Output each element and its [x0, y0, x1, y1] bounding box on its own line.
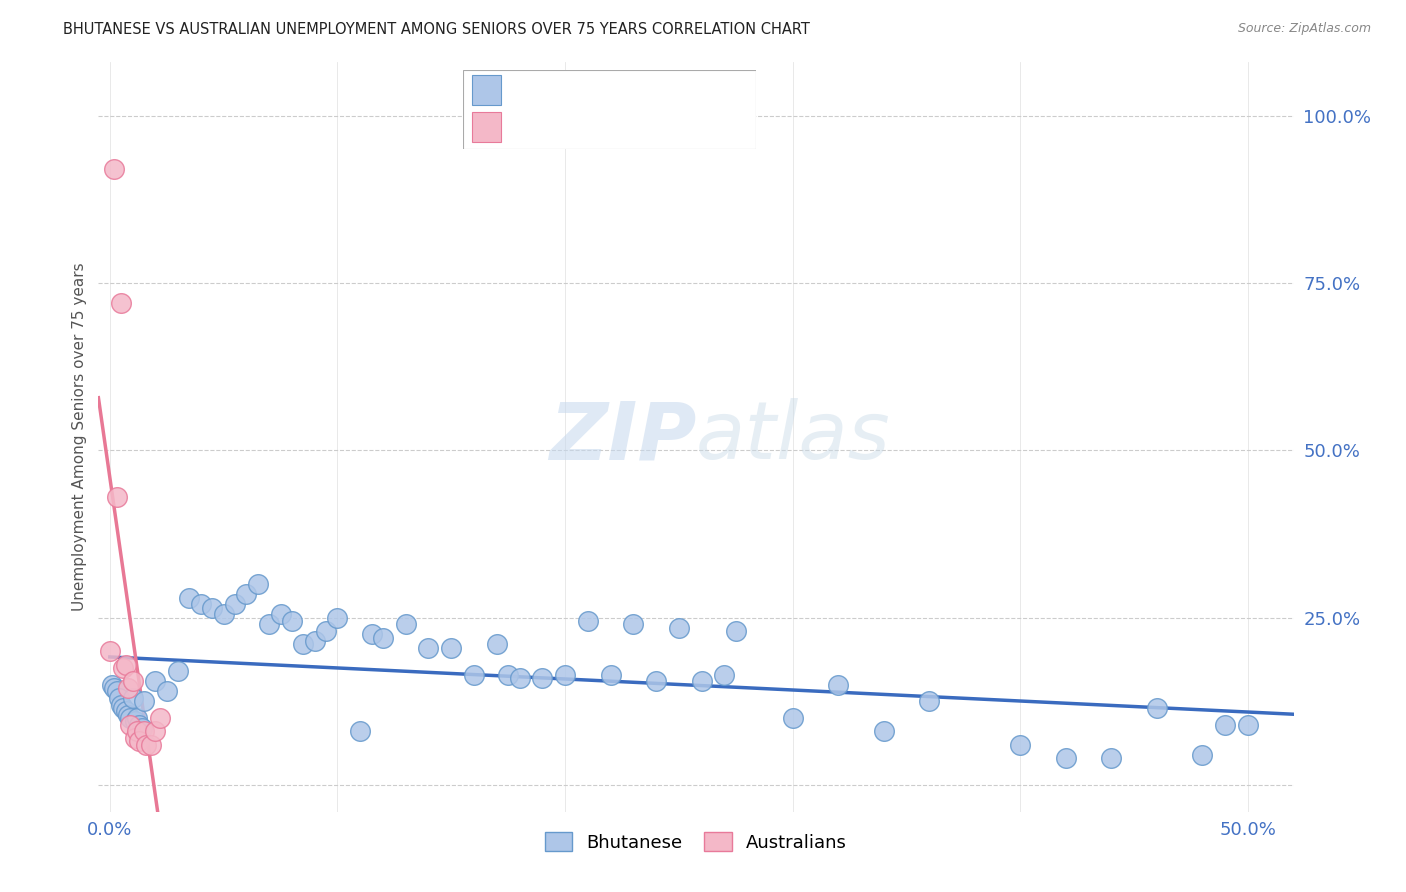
Point	[108, 690, 131, 705]
Point	[315, 624, 337, 639]
Text: atlas: atlas	[696, 398, 891, 476]
Point	[117, 707, 139, 722]
Point	[120, 717, 142, 731]
Point	[463, 667, 485, 681]
Point	[873, 724, 896, 739]
Point	[103, 162, 125, 177]
Point	[1010, 738, 1032, 752]
Point	[98, 644, 121, 658]
Point	[1099, 751, 1122, 765]
Point	[257, 617, 280, 632]
Point	[110, 296, 132, 310]
Point	[105, 491, 128, 505]
Point	[1237, 717, 1260, 731]
Point	[554, 667, 576, 681]
Point	[576, 614, 599, 628]
Point	[120, 711, 142, 725]
Point	[509, 671, 531, 685]
Point	[1146, 701, 1168, 715]
Point	[1213, 717, 1236, 731]
Legend: Bhutanese, Australians: Bhutanese, Australians	[538, 825, 853, 859]
Point	[645, 674, 668, 689]
Point	[131, 721, 153, 735]
Point	[101, 678, 124, 692]
Point	[440, 640, 463, 655]
Point	[281, 614, 304, 628]
Point	[724, 624, 747, 639]
Point	[167, 664, 190, 679]
Point	[668, 621, 690, 635]
Point	[128, 734, 150, 748]
Point	[127, 711, 149, 725]
Point	[103, 681, 125, 695]
Point	[599, 667, 621, 681]
Point	[496, 667, 519, 681]
Point	[135, 738, 157, 752]
Point	[127, 724, 149, 739]
Point	[212, 607, 235, 622]
Point	[112, 661, 135, 675]
Point	[621, 617, 644, 632]
Point	[1054, 751, 1077, 765]
Point	[224, 598, 246, 612]
Point	[326, 611, 349, 625]
Point	[156, 684, 179, 698]
Point	[713, 667, 735, 681]
Point	[139, 738, 162, 752]
Point	[1191, 747, 1213, 762]
Point	[112, 701, 135, 715]
Point	[201, 600, 224, 615]
Text: BHUTANESE VS AUSTRALIAN UNEMPLOYMENT AMONG SENIORS OVER 75 YEARS CORRELATION CHA: BHUTANESE VS AUSTRALIAN UNEMPLOYMENT AMO…	[63, 22, 810, 37]
Point	[292, 637, 315, 651]
Point	[114, 657, 136, 672]
Point	[349, 724, 371, 739]
Point	[121, 674, 143, 689]
Point	[690, 674, 713, 689]
Point	[270, 607, 292, 622]
Point	[531, 671, 554, 685]
Point	[371, 631, 394, 645]
Point	[304, 634, 326, 648]
Text: Source: ZipAtlas.com: Source: ZipAtlas.com	[1237, 22, 1371, 36]
Point	[918, 694, 941, 708]
Point	[124, 731, 146, 746]
Point	[132, 694, 155, 708]
Point	[179, 591, 201, 605]
Point	[782, 711, 804, 725]
Point	[143, 674, 166, 689]
Point	[121, 690, 143, 705]
Point	[246, 577, 269, 591]
Point	[827, 678, 849, 692]
Point	[143, 724, 166, 739]
Point	[110, 698, 132, 712]
Point	[360, 627, 382, 641]
Point	[114, 705, 136, 719]
Point	[395, 617, 418, 632]
Point	[190, 598, 212, 612]
Point	[117, 681, 139, 695]
Text: ZIP: ZIP	[548, 398, 696, 476]
Point	[149, 711, 172, 725]
Point	[128, 717, 150, 731]
Point	[418, 640, 440, 655]
Y-axis label: Unemployment Among Seniors over 75 years: Unemployment Among Seniors over 75 years	[72, 263, 87, 611]
Point	[124, 714, 146, 729]
Point	[105, 684, 128, 698]
Point	[235, 587, 257, 601]
Point	[485, 637, 508, 651]
Point	[132, 724, 155, 739]
